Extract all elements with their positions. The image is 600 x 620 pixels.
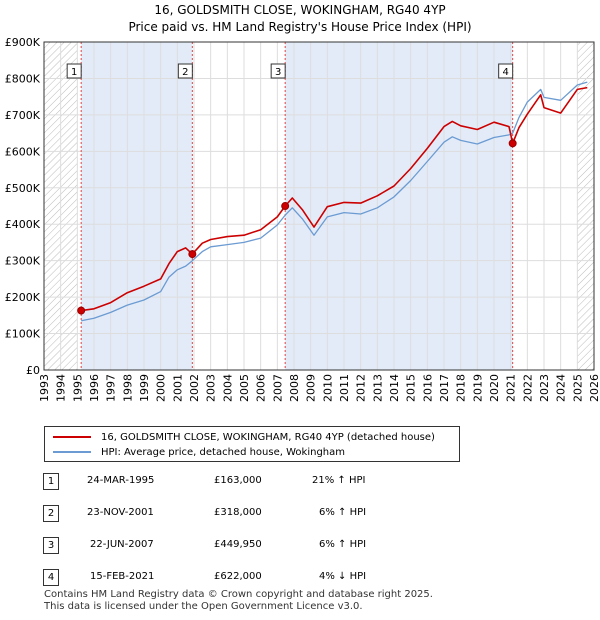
y-tick-label: £800K <box>5 72 41 85</box>
footer-note: Contains HM Land Registry data © Crown c… <box>44 589 433 613</box>
sale-marker-box <box>177 63 193 79</box>
x-tick-label: 2010 <box>321 374 334 402</box>
transaction-date: 24-MAR-1995 <box>87 475 155 486</box>
series-line-hpi <box>81 81 588 322</box>
x-tick-label: 2020 <box>488 374 501 402</box>
y-tick-label: £500K <box>5 182 41 195</box>
y-tick-label: £0 <box>26 364 40 377</box>
y-tick-label: £300K <box>5 255 41 268</box>
x-tick-label: 2021 <box>505 374 518 402</box>
x-tick-label: 2011 <box>338 374 351 402</box>
transaction-price: £163,000 <box>214 475 262 486</box>
x-tick-label: 2018 <box>455 374 468 402</box>
chart-title: 16, GOLDSMITH CLOSE, WOKINGHAM, RG40 4YP <box>154 3 446 17</box>
x-tick-label: 2019 <box>471 374 484 402</box>
x-tick-label: 1998 <box>121 374 134 402</box>
transaction-price: £622,000 <box>214 571 262 582</box>
x-tick-label: 1996 <box>88 374 101 402</box>
transaction-hpi: 4% ↓ HPI <box>319 571 367 582</box>
sale-marker-label: 3 <box>275 67 281 78</box>
x-tick-label: 1995 <box>71 374 84 402</box>
transaction-number-badge: 1 <box>43 473 59 490</box>
transaction-number-badge: 2 <box>43 505 59 522</box>
table-row: 2 23-NOV-2001 £318,000 6% ↑ HPI <box>0 502 600 524</box>
x-tick-label: 2015 <box>405 374 418 402</box>
transaction-price: £318,000 <box>214 507 262 518</box>
x-tick-label: 2004 <box>221 374 234 402</box>
legend-swatch-hpi <box>53 451 91 453</box>
x-tick-label: 2009 <box>305 374 318 402</box>
x-tick-label: 2002 <box>188 374 201 402</box>
x-tick-label: 2016 <box>421 374 434 402</box>
table-row: 3 22-JUN-2007 £449,950 6% ↑ HPI <box>0 534 600 556</box>
x-tick-label: 1994 <box>55 374 68 402</box>
transaction-date: 22-JUN-2007 <box>90 539 154 550</box>
series-line-property <box>81 86 588 312</box>
hatched-region <box>577 42 594 370</box>
price-chart: £0 £100K £200K £300K £400K £500K £600K £700K £80… <box>5 36 600 402</box>
sale-point <box>77 306 86 315</box>
shaded-period <box>285 42 513 370</box>
y-tick-label: £200K <box>5 291 41 304</box>
x-tick-label: 2006 <box>255 374 268 402</box>
y-tick-label: £900K <box>5 36 41 49</box>
x-tick-label: 2005 <box>238 374 251 402</box>
sale-marker-label: 4 <box>502 67 508 78</box>
legend-label-property: 16, GOLDSMITH CLOSE, WOKINGHAM, RG40 4YP… <box>101 431 435 443</box>
y-tick-label: £600K <box>5 145 41 158</box>
legend-item-property: 16, GOLDSMITH CLOSE, WOKINGHAM, RG40 4YP… <box>53 430 435 444</box>
x-tick-label: 2008 <box>288 374 301 402</box>
y-tick-label: £400K <box>5 218 41 231</box>
legend-item-hpi: HPI: Average price, detached house, Woki… <box>53 445 345 459</box>
x-tick-label: 2014 <box>388 374 401 402</box>
transaction-date: 15-FEB-2021 <box>90 571 155 582</box>
x-tick-label: 2012 <box>355 374 368 402</box>
sale-marker-box <box>498 63 514 79</box>
sale-point <box>281 202 290 211</box>
sale-point <box>508 139 517 148</box>
plot-frame <box>43 41 595 371</box>
transaction-hpi: 6% ↑ HPI <box>319 539 367 550</box>
x-tick-label: 2017 <box>438 374 451 402</box>
table-row: 4 15-FEB-2021 £622,000 4% ↓ HPI <box>0 566 600 588</box>
x-tick-label: 2022 <box>521 374 534 402</box>
x-tick-label: 2000 <box>155 374 168 402</box>
x-tick-label: 2026 <box>588 374 600 402</box>
transaction-number-badge: 3 <box>43 537 59 554</box>
transaction-number-badge: 4 <box>43 569 59 586</box>
table-row: 1 24-MAR-1995 £163,000 21% ↑ HPI <box>0 470 600 492</box>
x-tick-label: 1993 <box>38 374 51 402</box>
x-tick-label: 2007 <box>271 374 284 402</box>
legend-swatch-property <box>53 436 91 438</box>
x-tick-label: 1997 <box>105 374 118 402</box>
x-tick-label: 2023 <box>538 374 551 402</box>
legend-label-hpi: HPI: Average price, detached house, Woki… <box>101 446 345 458</box>
transaction-hpi: 21% ↑ HPI <box>312 475 366 486</box>
sale-marker-box <box>66 63 82 79</box>
y-tick-label: £100K <box>5 328 41 341</box>
y-tick-label: £700K <box>5 109 41 122</box>
footer-line-2: This data is licensed under the Open Gov… <box>44 601 363 612</box>
shaded-period <box>81 42 193 370</box>
sale-marker-box <box>270 63 286 79</box>
sale-marker-label: 1 <box>71 67 77 78</box>
sale-marker-label: 2 <box>182 67 188 78</box>
x-tick-label: 2003 <box>205 374 218 402</box>
footer-line-1: Contains HM Land Registry data © Crown c… <box>44 589 433 600</box>
x-tick-label: 1999 <box>138 374 151 402</box>
chart-subtitle: Price paid vs. HM Land Registry's House … <box>128 20 472 34</box>
chart-legend: 16, GOLDSMITH CLOSE, WOKINGHAM, RG40 4YP… <box>44 426 460 462</box>
x-tick-label: 2025 <box>571 374 584 402</box>
x-tick-label: 2001 <box>171 374 184 402</box>
transaction-hpi: 6% ↑ HPI <box>319 507 367 518</box>
transaction-date: 23-NOV-2001 <box>87 507 154 518</box>
x-tick-label: 2013 <box>371 374 384 402</box>
x-tick-label: 2024 <box>555 374 568 402</box>
transaction-price: £449,950 <box>214 539 262 550</box>
sale-point <box>188 250 197 259</box>
